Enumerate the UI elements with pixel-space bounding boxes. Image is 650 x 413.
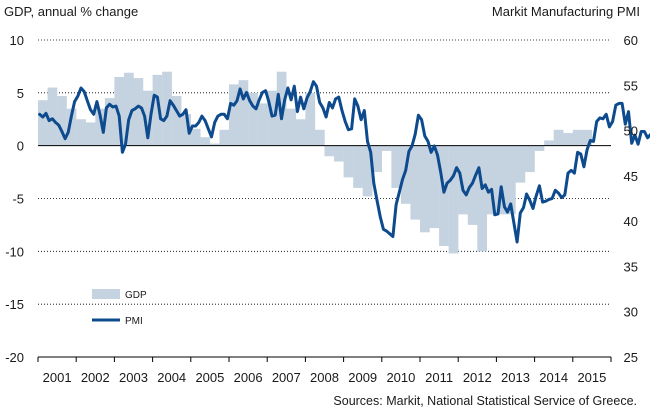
gdp-bar — [505, 145, 516, 215]
left-tick-label: -15 — [5, 297, 24, 312]
gdp-bar — [544, 140, 554, 146]
gdp-bar — [439, 145, 449, 247]
gdp-bar — [190, 128, 201, 146]
gdp-bar — [95, 108, 106, 146]
gdp-bar — [572, 129, 583, 146]
x-axis-ticks: 2001 2002 2003 2004 2005 2006 2007 2008 2009 2010… — [37, 357, 612, 385]
x-tick-label: 2010 — [386, 370, 415, 385]
gdp-bar — [343, 145, 354, 178]
left-tick-label: -5 — [12, 192, 24, 207]
gdp-bar — [391, 145, 402, 188]
gdp-bar — [219, 129, 230, 146]
gdp-bar — [534, 145, 545, 151]
gdp-bar — [295, 119, 306, 146]
right-tick-label: 45 — [624, 169, 638, 184]
gdp-area-series — [38, 71, 593, 254]
left-axis-ticks: 10 5 0 -5 -10 -15 -20 — [5, 33, 24, 365]
x-tick-label: 2014 — [539, 370, 568, 385]
gdp-bar — [152, 74, 163, 146]
x-tick-label: 2013 — [501, 370, 530, 385]
gdp-bar — [458, 145, 468, 215]
x-tick-label: 2002 — [81, 370, 110, 385]
left-tick-label: -10 — [5, 244, 24, 259]
gdp-bar — [238, 80, 249, 146]
x-tick-label: 2008 — [310, 370, 339, 385]
x-tick-label: 2007 — [272, 370, 301, 385]
gdp-bar — [362, 145, 373, 197]
gdp-bar — [334, 145, 344, 162]
gdp-bar — [209, 143, 220, 146]
right-tick-label: 30 — [624, 305, 638, 320]
gdp-bar — [76, 119, 86, 146]
source-note: Sources: Markit, National Statistical Se… — [333, 394, 637, 408]
gdp-bar — [477, 145, 488, 252]
gdp-bar — [200, 137, 211, 146]
gdp-bar — [133, 78, 144, 146]
x-tick-label: 2012 — [463, 370, 492, 385]
gdp-bar — [448, 145, 459, 254]
pmi-line-series — [38, 80, 650, 244]
gdp-bar — [525, 145, 535, 173]
x-tick-label: 2005 — [195, 370, 224, 385]
x-tick-label: 2009 — [348, 370, 377, 385]
gdp-bar — [143, 90, 153, 146]
right-tick-label: 35 — [624, 259, 638, 274]
x-tick-label: 2004 — [157, 370, 186, 385]
gdp-bar — [248, 92, 258, 146]
gdp-bar — [486, 145, 497, 215]
gdp-bar — [515, 145, 526, 183]
left-tick-label: 10 — [10, 33, 24, 48]
right-tick-label: 40 — [624, 214, 638, 229]
right-tick-label: 50 — [624, 124, 638, 139]
gdp-bar — [66, 108, 77, 146]
gdp-bar — [410, 145, 421, 220]
gdp-bar — [353, 145, 363, 188]
left-tick-label: -20 — [5, 350, 24, 365]
left-tick-label: 5 — [17, 86, 24, 101]
x-tick-label: 2011 — [425, 370, 453, 385]
right-tick-label: 25 — [624, 350, 638, 365]
gdp-bar — [229, 84, 239, 146]
x-tick-label: 2006 — [234, 370, 263, 385]
right-tick-label: 60 — [624, 33, 638, 48]
legend-gdp-label: GDP — [125, 290, 147, 301]
gdp-bar — [420, 145, 430, 233]
gdp-bar — [47, 87, 58, 146]
pmi-line — [38, 80, 650, 244]
gdp-bar — [114, 76, 125, 146]
gdp-bar — [381, 145, 392, 151]
gdp-bar — [123, 72, 134, 146]
gdp-bar — [563, 132, 573, 146]
x-tick-label: 2001 — [43, 370, 72, 385]
gdp-bar — [38, 100, 48, 146]
gdp-bar — [400, 145, 411, 204]
gdp-bar — [582, 129, 593, 146]
gdp-bar — [553, 129, 564, 146]
gdp-bar — [104, 98, 115, 146]
x-tick-label: 2015 — [577, 370, 606, 385]
left-tick-label: 0 — [17, 139, 24, 154]
gdp-bar — [181, 113, 191, 146]
gdp-bar — [85, 122, 96, 146]
gdp-bar — [314, 129, 325, 146]
gdp-bar — [286, 108, 297, 146]
x-tick-label: 2003 — [119, 370, 148, 385]
right-tick-label: 55 — [624, 78, 638, 93]
gdp-bar — [57, 96, 67, 146]
legend-gdp-swatch — [92, 289, 120, 299]
legend-pmi-label: PMI — [125, 316, 143, 327]
gdp-bar — [267, 90, 277, 146]
gdp-bar — [372, 145, 382, 173]
gdp-bar — [257, 103, 268, 146]
left-axis-label: GDP, annual % change — [4, 4, 138, 19]
right-axis-ticks: 60 55 50 45 40 35 30 25 — [624, 33, 638, 365]
gdp-bar — [171, 96, 182, 146]
legend: GDP PMI — [92, 289, 147, 327]
gdp-bar — [324, 145, 335, 157]
gdp-bar — [429, 145, 440, 229]
right-axis-label: Markit Manufacturing PMI — [492, 4, 640, 19]
gdp-bar — [305, 92, 316, 146]
gdp-bar — [496, 145, 507, 215]
